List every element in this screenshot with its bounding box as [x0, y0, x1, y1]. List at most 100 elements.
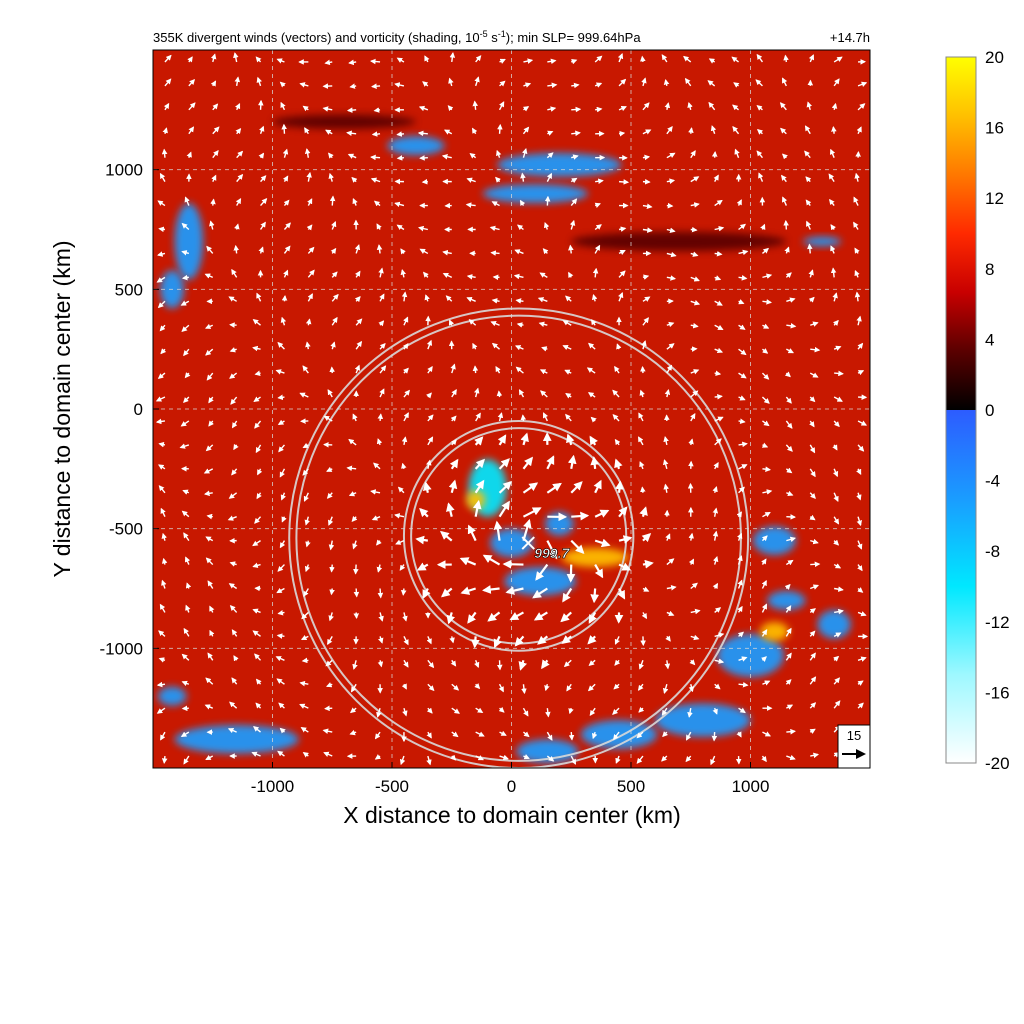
wind-vector [661, 755, 668, 762]
wind-vector [474, 76, 480, 87]
wind-vector [211, 174, 217, 182]
vorticity-feature-2 [482, 184, 588, 204]
wind-vector [302, 751, 309, 758]
wind-vector [498, 101, 505, 111]
wind-vector [641, 340, 647, 350]
wind-vector [302, 365, 309, 374]
wind-vector [809, 728, 816, 735]
wind-vector [594, 202, 601, 208]
wind-vector [254, 653, 262, 661]
wind-vector [806, 220, 812, 230]
wind-vector [472, 342, 478, 350]
wind-vector [376, 244, 383, 254]
wind-vector [448, 479, 458, 494]
wind-vector [804, 150, 811, 159]
wind-vector [762, 511, 771, 518]
wind-vector [663, 483, 669, 493]
wind-vector [306, 171, 312, 182]
wind-vector [322, 728, 333, 734]
wind-vector [157, 372, 166, 379]
wind-vector [257, 468, 263, 476]
wind-vector [590, 319, 597, 326]
wind-vector [688, 127, 694, 134]
wind-vector [472, 100, 479, 110]
wind-vector [427, 436, 434, 446]
wind-vector [755, 79, 763, 87]
wind-vector [547, 106, 557, 112]
wind-vector [640, 55, 646, 63]
wind-vector [833, 655, 840, 662]
colorbar-tick-label: 16 [985, 119, 1004, 138]
wind-vector [854, 291, 861, 302]
wind-vector [427, 365, 433, 374]
wind-vector [612, 707, 620, 715]
wind-vector [378, 320, 385, 327]
y-tick-label: 1000 [105, 161, 143, 180]
wind-vector [331, 316, 338, 326]
wind-vector [547, 130, 554, 136]
wind-vector [714, 347, 724, 354]
wind-vector [762, 489, 773, 495]
wind-vector [451, 731, 459, 738]
wind-vector [714, 300, 723, 306]
wind-vector [188, 78, 196, 87]
wind-vector [545, 708, 551, 718]
wind-vector [594, 538, 611, 548]
wind-vector [164, 54, 172, 63]
wind-vector [327, 636, 333, 646]
wind-vector [857, 611, 867, 617]
wind-vector [212, 149, 219, 159]
colorbar-tick-label: -4 [985, 472, 1000, 491]
wind-vector [349, 707, 357, 714]
wind-vector [328, 152, 334, 159]
wind-vector [323, 751, 333, 757]
wind-vector [685, 731, 692, 741]
wind-vector [708, 58, 716, 64]
wind-vector [809, 702, 817, 709]
wind-vector [588, 659, 596, 667]
wind-vector [351, 515, 358, 523]
wind-vector [326, 682, 333, 688]
wind-vector [369, 58, 381, 65]
wind-vector [546, 482, 562, 494]
wind-vector [181, 222, 190, 231]
wind-vector [690, 276, 700, 282]
wind-vector [761, 442, 769, 448]
wind-vector [277, 341, 285, 350]
wind-vector [854, 269, 860, 278]
wind-vector [638, 412, 644, 422]
wind-vector [210, 53, 217, 63]
wind-vector [497, 123, 503, 134]
wind-vector [471, 127, 478, 135]
wind-vector [522, 106, 530, 112]
wind-vector [474, 436, 484, 446]
wind-vector [781, 77, 788, 87]
wind-vector [304, 148, 311, 158]
wind-vector [514, 249, 524, 255]
wind-vector [589, 435, 598, 446]
wind-vector [613, 731, 620, 741]
wind-vector [547, 82, 558, 89]
wind-vector [688, 438, 694, 446]
wind-vector [762, 420, 770, 427]
wind-vector [736, 731, 742, 738]
vorticity-feature-8 [544, 511, 574, 536]
wind-vector [785, 559, 794, 566]
wind-vector [666, 364, 673, 374]
wind-vector [301, 611, 309, 620]
wind-vector [666, 251, 677, 258]
wind-vector [761, 755, 767, 763]
wind-vector [780, 127, 787, 135]
wind-vector [371, 83, 381, 89]
wind-vector [302, 468, 309, 476]
wind-vector [422, 81, 429, 87]
wind-vector [419, 248, 429, 255]
wind-vector [830, 245, 836, 254]
vorticity-feature-9 [489, 528, 534, 558]
wind-vector [157, 300, 166, 309]
wind-vector [737, 605, 743, 613]
wind-vector [587, 635, 597, 645]
wind-vector [279, 727, 286, 734]
wind-vector [738, 681, 749, 688]
wind-vectors [155, 52, 869, 766]
